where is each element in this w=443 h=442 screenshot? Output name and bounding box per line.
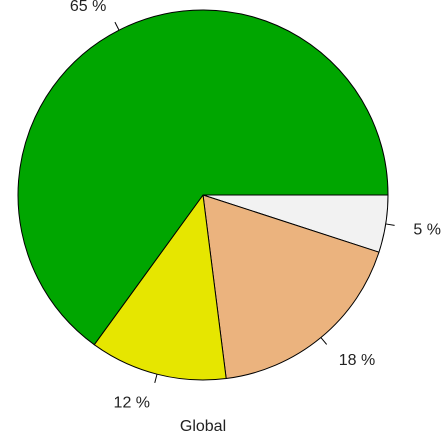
- x-axis-label: Global: [180, 418, 226, 435]
- slice-label-tick: [385, 223, 395, 226]
- slice-label: 12 %: [114, 394, 150, 411]
- pie-slice: [202, 194, 380, 380]
- slice-label: 65 %: [70, 0, 106, 15]
- pie-slice: [17, 9, 389, 346]
- slice-label-tick: [320, 337, 328, 345]
- pie-slice: [93, 193, 227, 381]
- slice-label: 5 %: [413, 221, 441, 238]
- slice-label: 18 %: [339, 352, 375, 369]
- slice-label-ticks: [114, 21, 395, 384]
- pie-slices: [17, 9, 389, 381]
- slice-label-tick: [154, 374, 158, 384]
- slice-labels: 5 % 18 % 12 % 65 %: [70, 0, 441, 411]
- slice-label-tick: [114, 21, 120, 31]
